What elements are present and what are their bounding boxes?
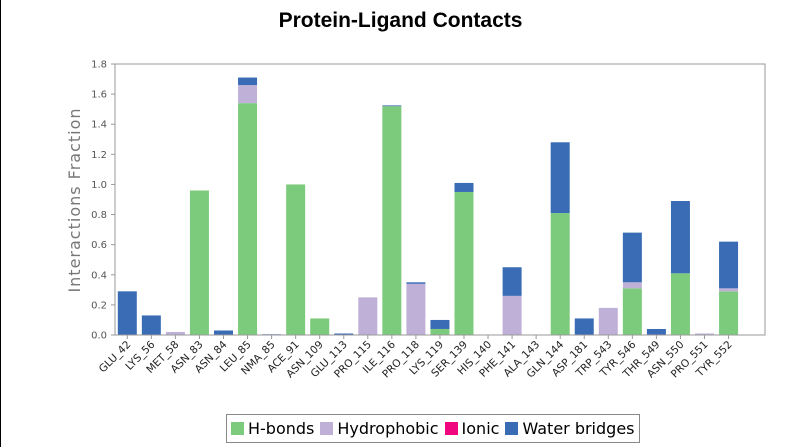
y-tick-label: 1.6 [91, 90, 107, 101]
bar-h-bonds-asn_550 [670, 273, 690, 335]
y-tick-label: 0.4 [91, 270, 107, 281]
bar-h-bonds-tyr_552 [719, 291, 739, 335]
bar-hydrophobic-pro_115 [358, 297, 378, 335]
y-tick-label: 0.0 [91, 331, 107, 342]
x-axis-ticks: GLU_42LYS_56MET_58ASN_83ASN_84LEU_85NMA_… [97, 335, 735, 381]
legend-label: Hydrophobic [337, 419, 439, 438]
bar-hydrophobic-pro_551 [695, 333, 714, 335]
bar-h-bonds-asn_109 [310, 318, 330, 335]
bar-water-bridges-lys_56 [141, 315, 161, 335]
legend-swatch [444, 422, 458, 435]
legend-label: Water bridges [522, 419, 635, 438]
bar-h-bonds-asn_83 [189, 190, 209, 335]
bar-h-bonds-gln_144 [550, 213, 570, 335]
y-tick-label: 0.2 [91, 300, 107, 311]
legend-item-ionic: Ionic [444, 419, 500, 438]
y-tick-label: 1.4 [91, 120, 107, 131]
legend-swatch [320, 422, 334, 435]
legend-item-h-bonds: H-bonds [231, 419, 314, 438]
bar-water-bridges-phe_141 [502, 267, 522, 296]
bar-water-bridges-ile_116 [382, 105, 402, 107]
bar-hydrophobic-pro_118 [406, 283, 426, 335]
bar-water-bridges-asn_550 [670, 201, 690, 274]
bar-water-bridges-ser_139 [454, 182, 474, 192]
y-tick-label: 1.0 [91, 180, 107, 191]
legend-swatch [231, 422, 244, 435]
bar-hydrophobic-met_58 [165, 331, 185, 335]
legend: H-bonds Hydrophobic Ionic Water bridges [226, 414, 640, 443]
bar-water-bridges-leu_85 [238, 77, 258, 86]
legend-item-hydrophobic: Hydrophobic [320, 419, 439, 438]
bar-water-bridges-glu_42 [117, 291, 137, 335]
y-tick-label: 1.2 [91, 150, 107, 161]
bar-h-bonds-leu_85 [238, 103, 258, 335]
plot-area-frame [114, 63, 766, 336]
bar-water-bridges-thr_549 [646, 328, 666, 335]
y-tick-label: 1.8 [91, 60, 107, 71]
bar-hydrophobic-leu_85 [238, 85, 258, 104]
y-tick-label: 0.8 [91, 210, 107, 221]
y-axis-ticks: 0.0 0.2 0.4 0.6 0.8 1.0 1.2 1.4 1.6 1.8 [91, 60, 115, 342]
bar-h-bonds-tyr_546 [622, 288, 642, 335]
bar-water-bridges-tyr_546 [622, 232, 642, 283]
bar-water-bridges-asn_84 [214, 330, 233, 335]
bar-water-bridges-asp_181 [574, 318, 594, 335]
legend-label: H-bonds [248, 419, 315, 438]
bar-hydrophobic-tyr_546 [622, 282, 642, 289]
bar-water-bridges-lys_119 [430, 319, 450, 329]
bar-water-bridges-pro_118 [406, 282, 426, 284]
bar-hydrophobic-trp_543 [598, 307, 618, 335]
bar-water-bridges-glu_113 [334, 333, 354, 335]
legend-item-water-bridges: Water bridges [505, 419, 635, 438]
bars-group [117, 77, 739, 336]
bar-water-bridges-gln_144 [550, 142, 570, 214]
legend-label: Ionic [461, 419, 500, 438]
bar-h-bonds-lys_119 [430, 328, 450, 335]
bar-h-bonds-ace_91 [286, 184, 306, 335]
bar-h-bonds-ser_139 [454, 191, 474, 335]
bar-h-bonds-ile_116 [382, 106, 402, 335]
y-tick-label: 0.6 [91, 240, 107, 251]
bar-hydrophobic-tyr_552 [719, 288, 739, 292]
bar-hydrophobic-phe_141 [502, 295, 522, 335]
left-frame-edge [0, 0, 1, 447]
chart-title: Protein-Ligand Contacts [278, 9, 523, 32]
bar-water-bridges-tyr_552 [719, 241, 739, 289]
y-axis-label: Interactions Fraction [65, 107, 84, 292]
legend-swatch [505, 422, 519, 435]
